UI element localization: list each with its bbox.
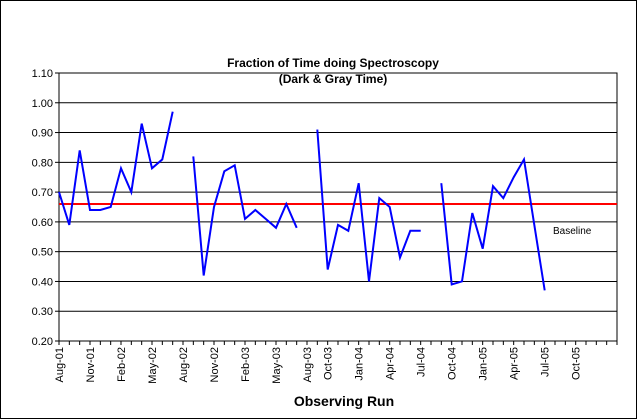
x-tick-label: Oct-04 (447, 347, 459, 380)
x-tick-label: Oct-05 (571, 347, 583, 380)
x-tick-label: Jan-05 (478, 347, 490, 381)
x-tick-label: Jul-05 (540, 347, 552, 377)
series-line (58, 111, 174, 226)
plot-area: 0.20 0.30 0.40 0.50 0.60 0.70 0.80 0.90 1.00 1.10… (32, 68, 618, 384)
x-tick-label: Feb-03 (240, 347, 252, 382)
y-tick-label: 1.10 (32, 68, 53, 80)
x-tick-label: Oct-03 (323, 347, 335, 380)
y-tick-label: 0.90 (32, 128, 53, 140)
x-tick-label: Apr-05 (509, 347, 521, 380)
y-tick-label: 0.40 (32, 276, 53, 288)
series-line (440, 156, 546, 291)
x-tick-label: Aug-01 (54, 347, 66, 382)
x-tick-label: Aug-03 (302, 347, 314, 382)
baseline-label: Baseline (553, 226, 592, 237)
y-tick-label: 0.30 (32, 306, 53, 318)
y-tick-label: 0.60 (32, 217, 53, 229)
series-line (316, 129, 421, 282)
x-tick-label: Apr-04 (385, 347, 397, 380)
x-tick-label: Nov-01 (85, 347, 97, 382)
series-line (192, 156, 298, 276)
chart-subtitle: (Dark & Gray Time) (279, 72, 388, 86)
x-tick-label: May-03 (271, 347, 283, 384)
chart-title: Fraction of Time doing Spectroscopy (227, 56, 439, 70)
x-tick-label: Feb-02 (116, 347, 128, 382)
y-tick-label: 0.20 (32, 336, 53, 348)
x-tick-label: Nov-02 (209, 347, 221, 382)
y-tick-label: 0.70 (32, 187, 53, 199)
x-tick-label: Aug-02 (178, 347, 190, 382)
y-tick-label: 0.50 (32, 247, 53, 259)
plot-border (58, 72, 618, 342)
x-tick-label: Jan-04 (354, 347, 366, 381)
y-tick-label: 1.00 (32, 98, 53, 110)
y-tick-label: 0.80 (32, 157, 53, 169)
x-tick-label: May-02 (147, 347, 159, 384)
x-axis-label: Observing Run (294, 393, 394, 409)
x-tick-label: Jul-04 (416, 347, 428, 377)
